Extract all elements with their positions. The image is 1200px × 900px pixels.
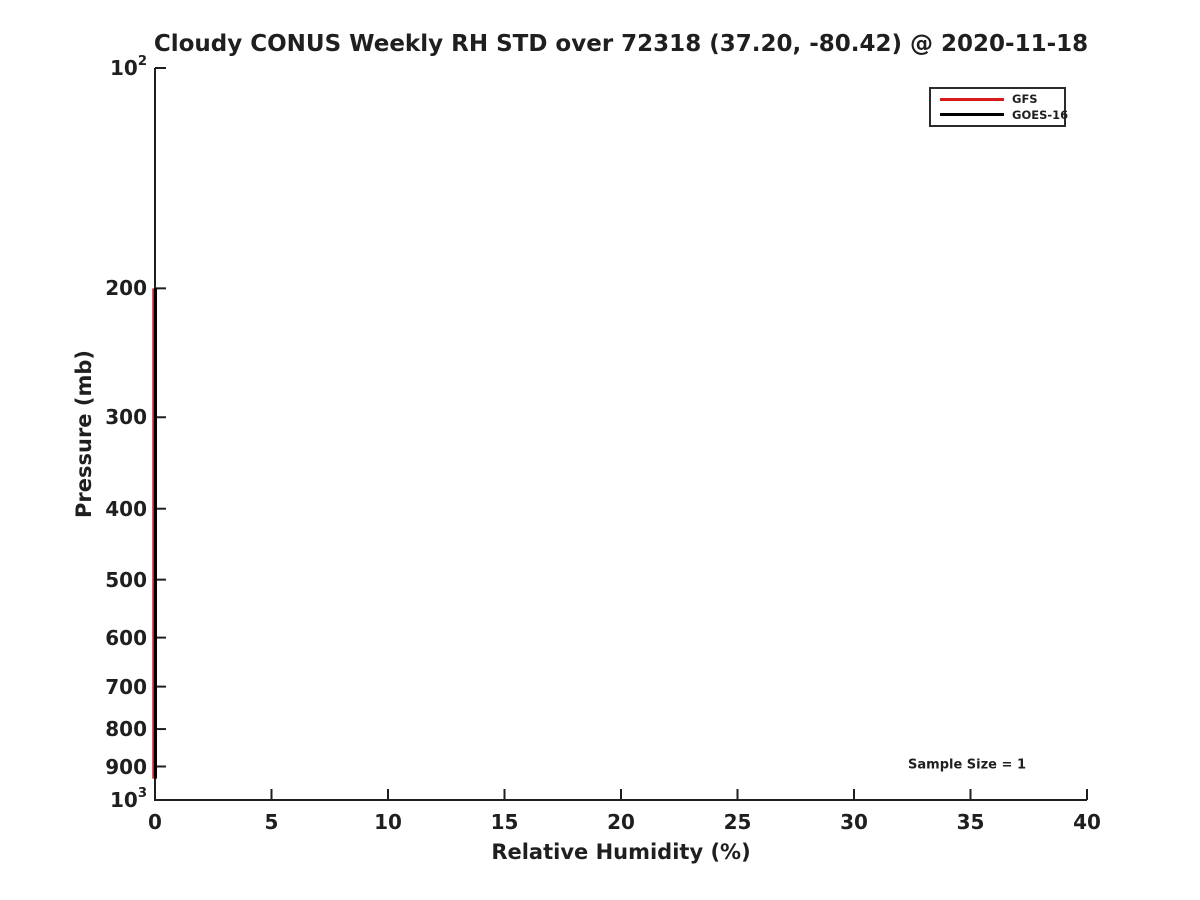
legend-line-gfs-swatch xyxy=(940,97,1004,101)
chart-title: Cloudy CONUS Weekly RH STD over 72318 (3… xyxy=(153,31,1089,57)
y-tick-label: 500 xyxy=(105,567,147,592)
exponent: 3 xyxy=(137,786,147,802)
legend: GFS GOES-16 xyxy=(929,87,1068,127)
y-tick-label: 103 xyxy=(109,786,147,812)
x-tick-label: 15 xyxy=(490,810,519,834)
legend-label-goes16: GOES-16 xyxy=(1012,107,1069,122)
sample-size-annotation: Sample Size = 1 xyxy=(908,757,1026,773)
y-tick-label: 300 xyxy=(105,405,147,430)
x-tick-label: 5 xyxy=(264,810,279,834)
legend-label-gfs: GFS xyxy=(1012,92,1038,107)
x-tick-label: 30 xyxy=(840,810,868,834)
x-axis-label: Relative Humidity (%) xyxy=(491,840,751,864)
y-tick-label: 400 xyxy=(105,496,147,521)
x-tick-label: 20 xyxy=(607,810,635,834)
x-tick-label: 10 xyxy=(374,810,402,834)
y-tick-label: 900 xyxy=(105,754,147,779)
x-tick-label: 25 xyxy=(723,810,752,834)
legend-entry-goes16: GOES-16 xyxy=(940,108,1068,122)
y-axis-label: Pressure (mb) xyxy=(72,350,96,518)
legend-entry-gfs: GFS xyxy=(940,92,1058,106)
x-tick-label: 0 xyxy=(148,810,162,834)
x-tick-label: 40 xyxy=(1073,810,1101,834)
y-tick-label: 700 xyxy=(105,674,147,699)
y-tick-label: 600 xyxy=(105,625,147,650)
x-tick-label: 35 xyxy=(956,810,985,834)
y-tick-label: 200 xyxy=(105,276,147,301)
legend-line-goes16-swatch xyxy=(940,113,1004,117)
y-tick-label: 102 xyxy=(109,54,147,80)
exponent: 2 xyxy=(137,54,147,70)
y-tick-label: 800 xyxy=(105,717,147,742)
